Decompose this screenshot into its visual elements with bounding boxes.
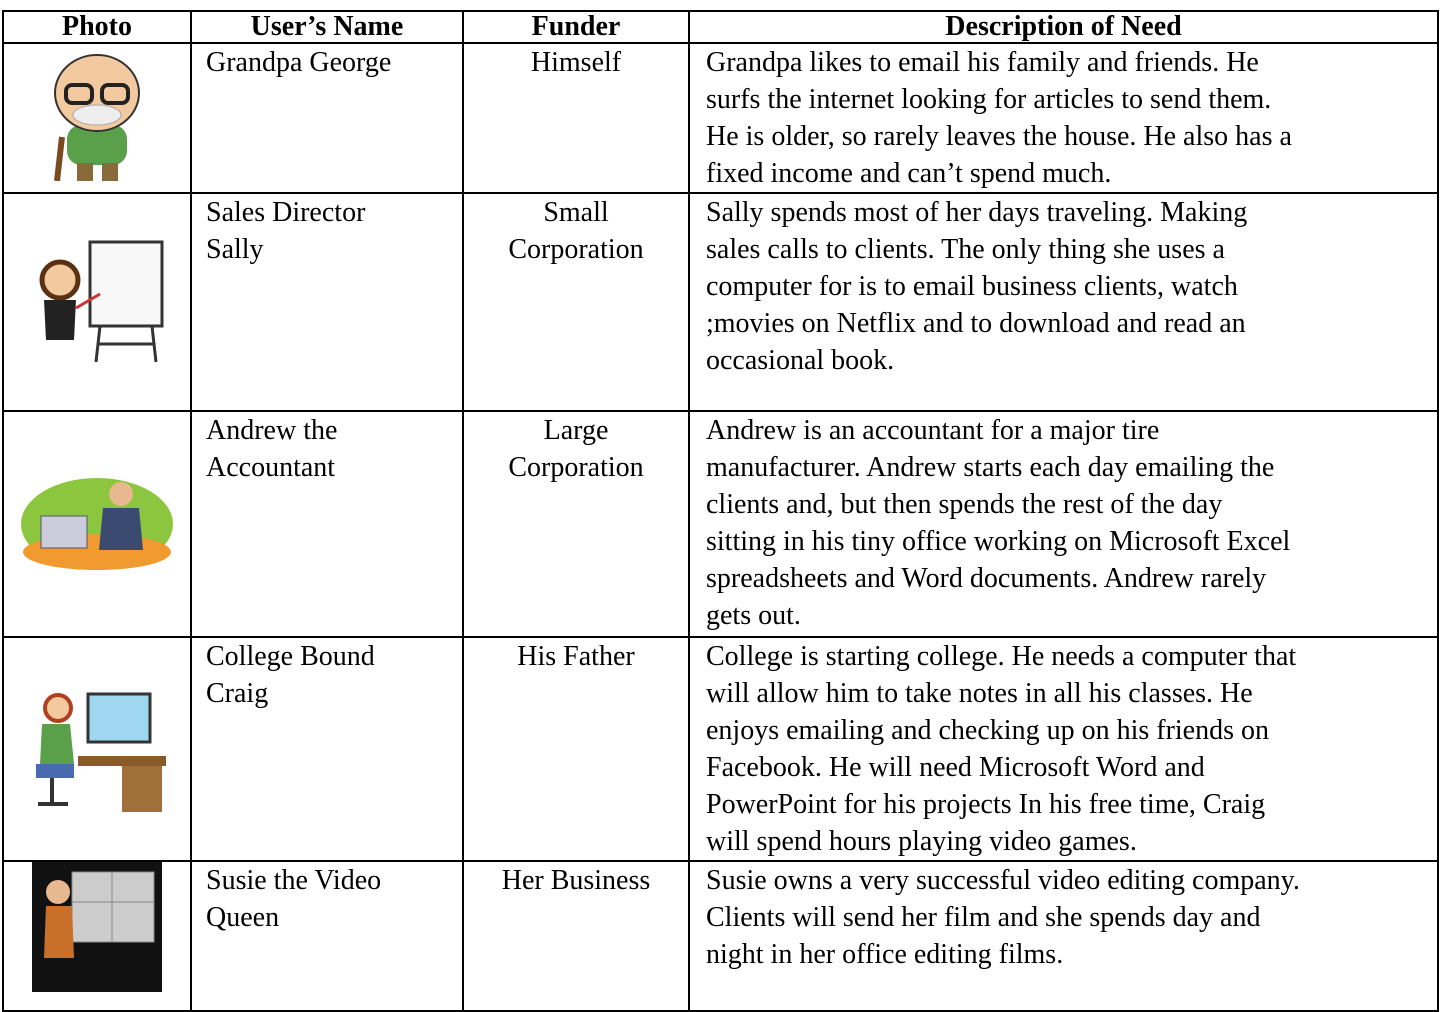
- text: Corporation: [508, 452, 644, 483]
- text: His Father: [517, 641, 635, 672]
- text: Corporation: [508, 234, 644, 265]
- text: Grandpa likes to email his family and fr…: [706, 47, 1259, 78]
- text: Susie the Video: [206, 865, 382, 896]
- susie-icon: [32, 862, 162, 992]
- text: Himself: [530, 47, 622, 78]
- name-cell: Andrew the Accountant: [190, 410, 464, 638]
- text: computer for is to email business client…: [706, 271, 1238, 302]
- funder-cell: Her Business: [462, 860, 690, 1012]
- description-cell: Sally spends most of her days traveling.…: [688, 192, 1439, 412]
- text: Her Business: [501, 865, 651, 896]
- funder-cell: Himself: [462, 42, 690, 194]
- text: surfs the internet looking for articles …: [706, 84, 1272, 115]
- text: Accountant: [206, 452, 336, 483]
- name-cell: Sales Director Sally: [190, 192, 464, 412]
- text: spreadsheets and Word documents. Andrew …: [706, 563, 1267, 594]
- text: night in her office editing films.: [706, 939, 1064, 970]
- header-cell: Description of Need: [688, 10, 1439, 44]
- andrew-icon: [21, 478, 173, 570]
- text: Clients will send her film and she spend…: [706, 902, 1261, 933]
- text: manufacturer. Andrew starts each day ema…: [706, 452, 1275, 483]
- grandpa-icon: [54, 54, 140, 182]
- photo-cell: [2, 42, 192, 194]
- funder-cell: Small Corporation: [462, 192, 690, 412]
- text: will spend hours playing video games.: [706, 826, 1137, 857]
- text: Sally: [206, 234, 264, 265]
- description-cell: Grandpa likes to email his family and fr…: [688, 42, 1439, 194]
- description-cell: Andrew is an accountant for a major tire…: [688, 410, 1439, 638]
- user-table: Photo User’s Name Funder Description of …: [2, 10, 1439, 1012]
- photo-cell: [2, 410, 192, 638]
- photo-cell: [2, 860, 192, 1012]
- header-cell: User’s Name: [190, 10, 464, 44]
- name-cell: College Bound Craig: [190, 636, 464, 862]
- funder-cell: His Father: [462, 636, 690, 862]
- text: sitting in his tiny office working on Mi…: [706, 526, 1291, 557]
- page: Photo User’s Name Funder Description of …: [2, 10, 1439, 1012]
- row: Sales Director Sally Small Corporation Sal…: [2, 192, 1439, 412]
- text: ;movies on Netflix and to download and r…: [706, 308, 1246, 339]
- text: Queen: [206, 902, 280, 933]
- text: clients and, but then spends the rest of…: [706, 489, 1223, 520]
- text: College Bound: [206, 641, 375, 672]
- row: Grandpa George Himself Grandpa likes to …: [2, 42, 1439, 194]
- text: Small: [543, 197, 609, 228]
- text: enjoys emailing and checking up on his f…: [706, 715, 1269, 746]
- text: Susie owns a very successful video editi…: [706, 865, 1300, 896]
- text: Andrew the: [206, 415, 338, 446]
- text: will allow him to take notes in all his …: [706, 678, 1253, 709]
- funder-cell: Large Corporation: [462, 410, 690, 638]
- text: fixed income and can’t spend much.: [706, 158, 1112, 189]
- text: Sales Director: [206, 197, 366, 228]
- photo-cell: [2, 192, 192, 412]
- sally-icon: [39, 240, 164, 363]
- text: Sally spends most of her days traveling.…: [706, 197, 1248, 228]
- text: Grandpa George: [206, 47, 392, 78]
- name-cell: Susie the Video Queen: [190, 860, 464, 1012]
- header-cell: Photo: [2, 10, 192, 44]
- text: College is starting college. He needs a …: [706, 641, 1297, 672]
- text: occasional book.: [706, 345, 895, 376]
- row: Andrew the Accountant Large Corporation An…: [2, 410, 1439, 638]
- text: Facebook. He will need Microsoft Word an…: [706, 752, 1205, 783]
- photo-cell: [2, 636, 192, 862]
- description-cell: College is starting college. He needs a …: [688, 636, 1439, 862]
- text: PowerPoint for his projects In his free …: [706, 789, 1266, 820]
- text: Andrew is an accountant for a major tire: [706, 415, 1160, 446]
- name-cell: Grandpa George: [190, 42, 464, 194]
- header-row: Photo User’s Name Funder Description of …: [2, 10, 1439, 44]
- row: College Bound Craig His Father College is…: [2, 636, 1439, 862]
- header-cell: Funder: [462, 10, 690, 44]
- row: Susie the Video Queen Her Business Susie …: [2, 860, 1439, 1012]
- text: He is older, so rarely leaves the house.…: [706, 121, 1292, 152]
- description-cell: Susie owns a very successful video editi…: [688, 860, 1439, 1012]
- text: Craig: [206, 678, 269, 709]
- text: sales calls to clients. The only thing s…: [706, 234, 1225, 265]
- craig-icon: [36, 692, 166, 812]
- text: gets out.: [706, 600, 801, 631]
- text: Large: [543, 415, 609, 446]
